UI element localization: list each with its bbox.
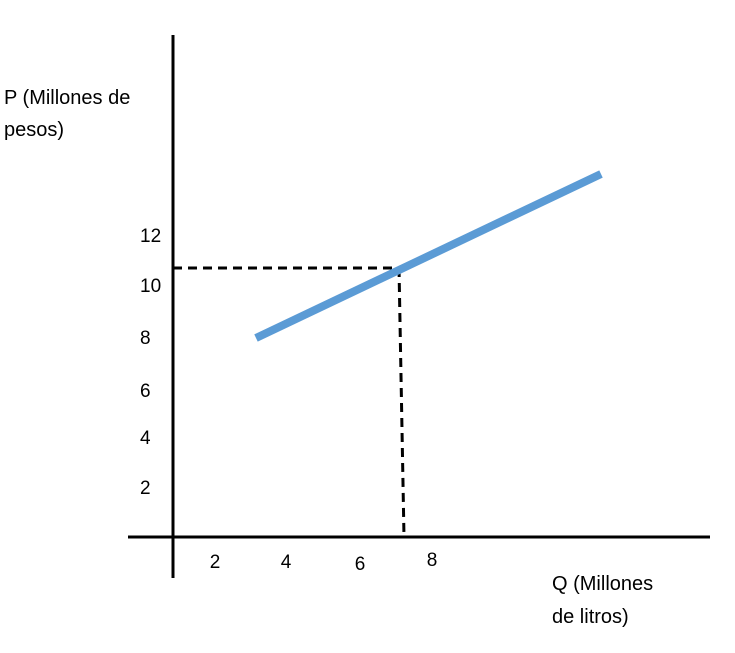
y-tick-labels: 2 4 6 8 10 12 [140, 226, 161, 499]
series-group [254, 170, 603, 342]
x-axis-label-line-1: Q (Millones [552, 573, 653, 595]
equilibrium-guides [173, 266, 406, 538]
x-axis-label: Q (Millones de litros) [552, 573, 659, 628]
x-axis-label-line-2: de litros) [552, 606, 629, 628]
x-tick-label: 6 [355, 554, 366, 575]
y-axis-label-line-2: pesos) [4, 119, 64, 141]
supply-line [254, 170, 603, 342]
y-axis-label-line-1: P (Millones de [4, 87, 130, 109]
y-axis-label: P (Millones de pesos) [4, 87, 136, 141]
vertical-guide-line [397, 267, 406, 538]
x-tick-label: 2 [210, 552, 221, 573]
y-tick-label: 6 [140, 381, 151, 402]
y-tick-label: 12 [140, 226, 161, 247]
x-tick-label: 8 [427, 550, 438, 571]
y-tick-label: 4 [140, 428, 151, 449]
y-tick-label: 10 [140, 276, 161, 297]
y-tick-label: 2 [140, 478, 151, 499]
x-tick-labels: 2 4 6 8 [210, 550, 438, 575]
y-tick-label: 8 [140, 328, 151, 349]
x-tick-label: 4 [281, 552, 292, 573]
